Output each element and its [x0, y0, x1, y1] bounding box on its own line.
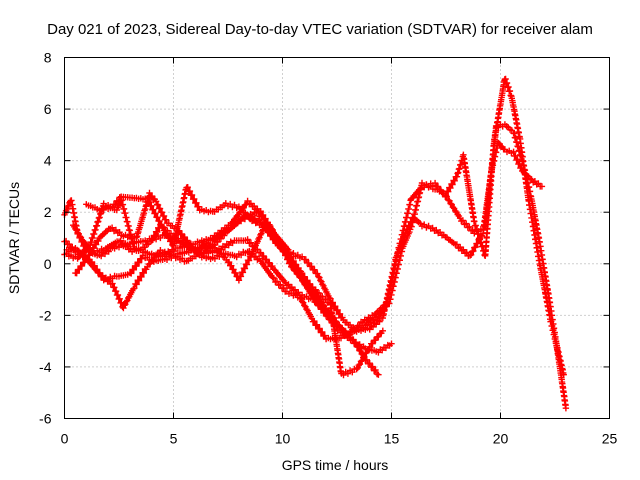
series-markers-trace-7 — [83, 184, 338, 322]
x-tick-label: 25 — [602, 431, 618, 447]
y-tick-label: 8 — [44, 50, 52, 66]
plot-frame — [64, 57, 610, 419]
x-tick-label: 20 — [493, 431, 509, 447]
y-axis-label: SDTVAR / TECUs — [6, 182, 22, 294]
y-tick-label: -4 — [39, 359, 52, 375]
x-tick-label: 10 — [275, 431, 291, 447]
x-tick-label: 15 — [384, 431, 400, 447]
x-tick-label: 0 — [61, 431, 69, 447]
y-tick-label: 0 — [44, 256, 52, 272]
series-markers-trace-5 — [72, 75, 567, 378]
x-tick-labels: 0 5 10 15 20 25 — [61, 431, 618, 447]
y-tick-label: 6 — [44, 101, 52, 117]
chart-title: Day 021 of 2023, Sidereal Day-to-day VTE… — [47, 21, 593, 38]
grid-lines — [64, 57, 610, 419]
x-tick-label: 5 — [170, 431, 178, 447]
y-tick-label: 2 — [44, 204, 52, 220]
y-tick-label: 4 — [44, 153, 52, 169]
tick-marks — [64, 57, 610, 419]
y-tick-labels: -6 -4 -2 0 2 4 6 8 — [39, 50, 52, 427]
y-tick-label: -6 — [39, 411, 52, 427]
y-tick-label: -2 — [39, 307, 52, 323]
data-series — [61, 75, 570, 412]
x-axis-label: GPS time / hours — [282, 457, 389, 473]
